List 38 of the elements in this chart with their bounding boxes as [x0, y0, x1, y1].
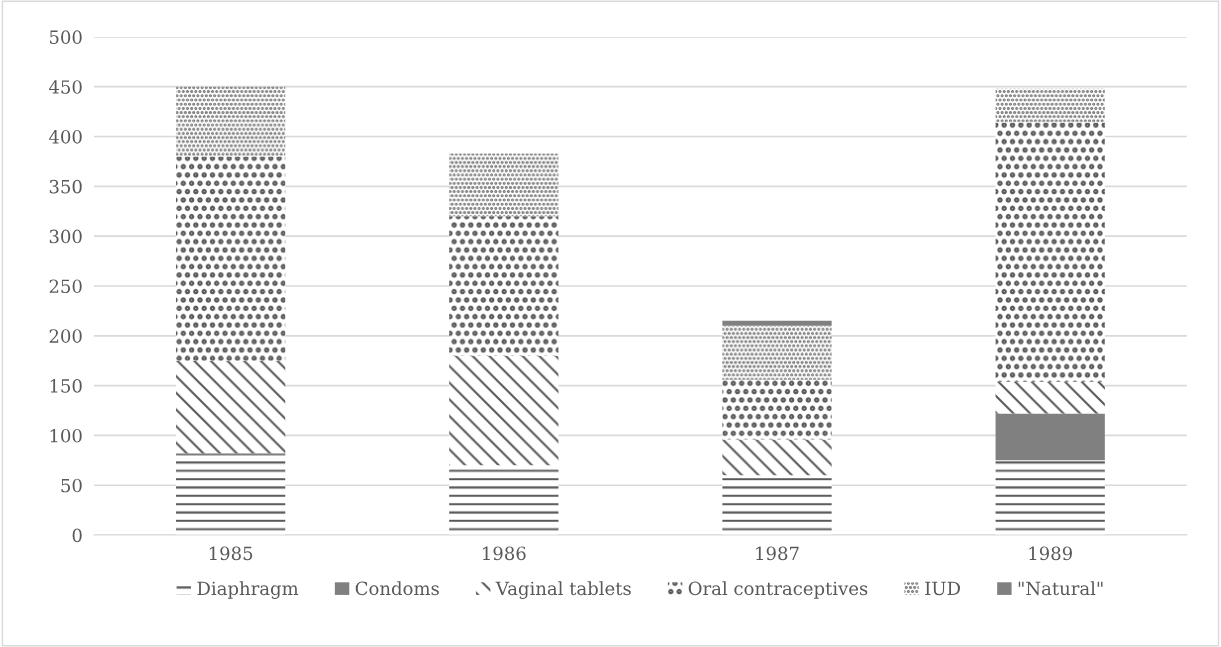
y-tick-label: 400 — [49, 129, 82, 144]
legend-label: Diaphragm — [197, 581, 299, 599]
y-tick-label: 250 — [49, 279, 82, 294]
legend-label: Vaginal tablets — [495, 581, 631, 599]
bar — [449, 355, 559, 466]
bar — [722, 325, 832, 380]
bar — [722, 320, 832, 326]
bar — [722, 439, 832, 476]
bar — [995, 413, 1105, 461]
bar — [175, 360, 286, 454]
legend-label: Condoms — [355, 581, 439, 596]
y-tick-label: 150 — [50, 379, 82, 393]
bar — [175, 86, 286, 157]
legend-label: Oral contraceptives — [688, 581, 868, 599]
bar — [449, 153, 559, 217]
bar — [175, 156, 286, 361]
bar — [995, 88, 1105, 123]
x-tick-label: 1989 — [1029, 546, 1072, 561]
legend-label: IUD — [925, 581, 960, 596]
y-tick-label: 500 — [49, 30, 82, 44]
legend-label: "Natural" — [1018, 581, 1103, 596]
bar — [722, 379, 832, 440]
x-tick-label: 1986 — [483, 546, 526, 561]
bar — [995, 381, 1105, 414]
y-tick-label: 450 — [49, 80, 82, 94]
y-tick-label: 350 — [49, 179, 82, 194]
y-tick-label: 0 — [72, 528, 82, 543]
bar — [995, 122, 1105, 382]
x-tick-label: 1985 — [209, 546, 253, 561]
y-tick-label: 200 — [49, 329, 82, 343]
y-tick-label: 50 — [61, 478, 82, 493]
y-tick-label: 300 — [49, 229, 82, 244]
x-tick-label: 1987 — [756, 546, 799, 561]
bar — [449, 216, 559, 356]
bar — [995, 460, 1105, 536]
bar — [175, 455, 286, 536]
bar — [722, 475, 832, 536]
y-tick-label: 100 — [50, 428, 82, 443]
